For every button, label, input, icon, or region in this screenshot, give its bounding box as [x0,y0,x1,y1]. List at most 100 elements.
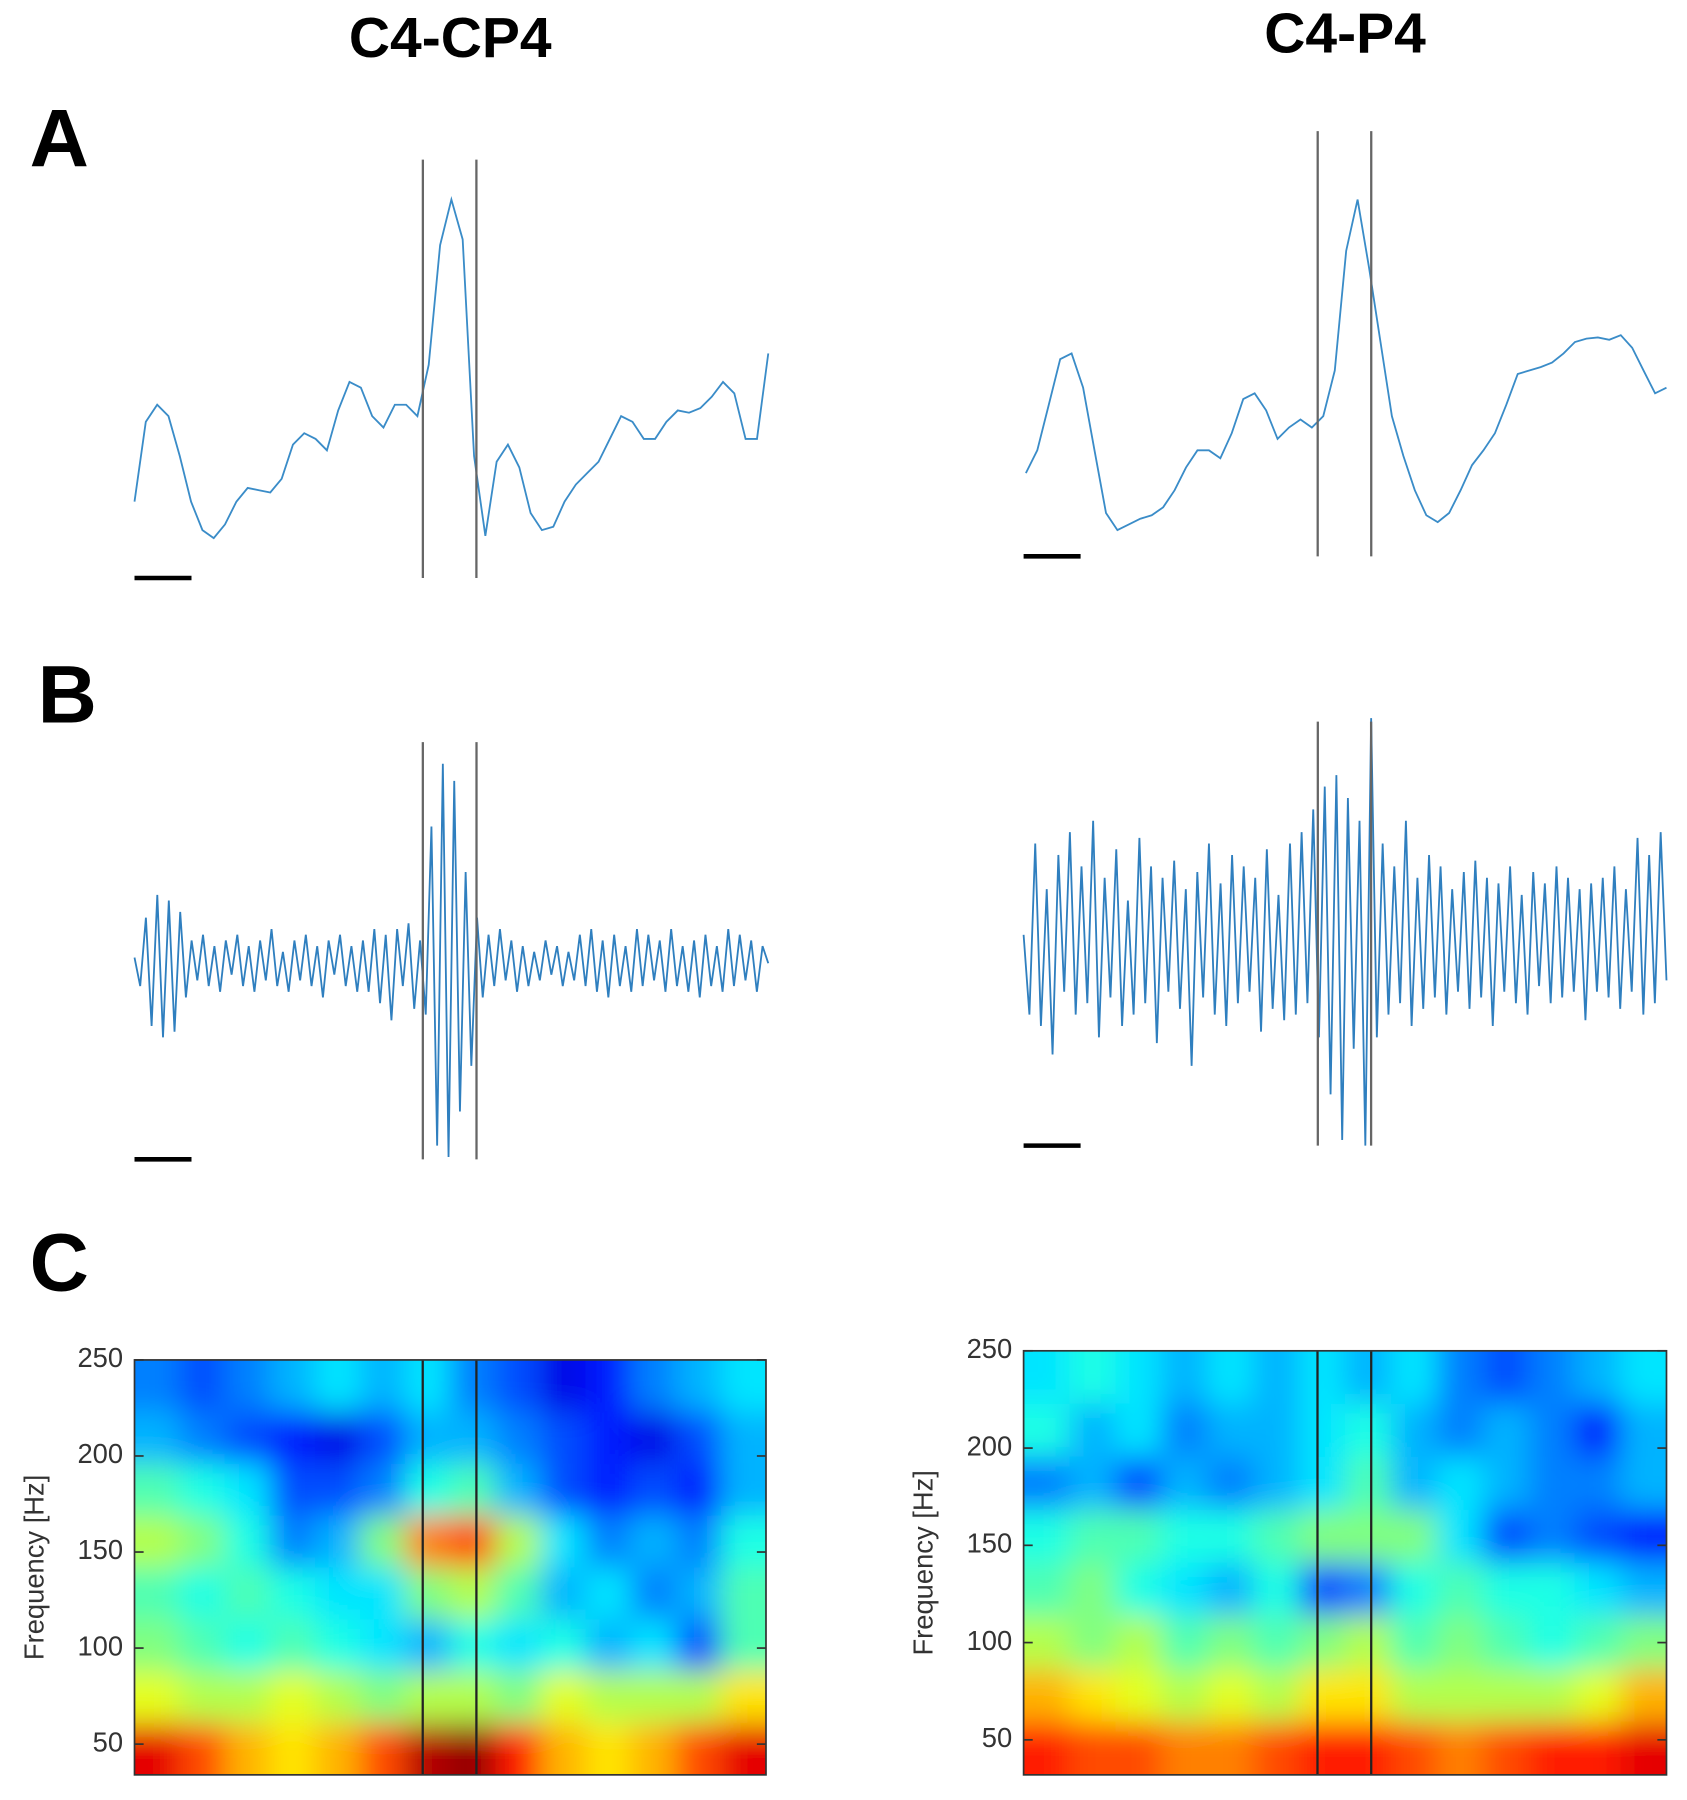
heat-cell [720,1567,766,1620]
heat-cell [675,1567,722,1620]
heat-cell [1482,1456,1530,1511]
y-tick-label: 200 [967,1430,1013,1461]
heat-cell [1161,1721,1208,1775]
heat-cell [1345,1509,1392,1564]
y-tick-label: 250 [967,1333,1013,1364]
heat-cell [269,1722,316,1775]
heat-cell [1023,1456,1071,1511]
heat-cell [1299,1562,1346,1617]
heat-cell [540,1463,587,1517]
heat-cell [450,1411,496,1465]
trace [1025,199,1667,532]
heat-cell [1436,1668,1484,1723]
y-tick-label: 100 [77,1630,123,1661]
heat-cell [585,1359,632,1413]
heat-cell [1620,1668,1667,1723]
heat-cell [1345,1562,1392,1617]
heat-cell [314,1671,361,1724]
heat-cell [495,1463,542,1517]
heat-cell [1115,1668,1162,1723]
heat-cell [495,1359,542,1413]
heat-cell [1482,1509,1530,1564]
heat-cell [1620,1615,1667,1670]
heat-cell [1161,1668,1208,1723]
heat-cell [540,1671,587,1724]
heat-cell [1482,1721,1530,1775]
heat-cell [1436,1615,1484,1670]
heat-cell [450,1463,496,1517]
heat-cell [269,1671,316,1724]
heat-cell [495,1411,542,1465]
heat-cell [1620,1562,1667,1617]
trace [133,763,770,1158]
heat-cell [1574,1562,1622,1617]
heat-cell [1253,1456,1300,1511]
heat-cell [1390,1615,1438,1670]
heat-cell [1482,1562,1530,1617]
heat-cell [675,1411,722,1465]
heat-cell [1620,1350,1667,1405]
heat-cell [360,1619,406,1672]
column-title: C4-CP4 [349,6,552,70]
heat-cell [224,1411,271,1465]
heat-cell [1069,1721,1117,1775]
y-tick-label: 100 [967,1625,1013,1656]
heat-cell [540,1619,587,1672]
heat-cell [1253,1403,1300,1458]
heat-cell [1161,1456,1208,1511]
heat-cell [630,1515,677,1568]
heat-cell [224,1722,271,1775]
heat-cell [224,1359,271,1413]
heat-cell [630,1359,677,1413]
heat-cell [540,1411,587,1465]
heat-cell [1253,1562,1300,1617]
heat-cell [179,1722,226,1775]
heat-cell [134,1359,181,1413]
heat-cell [1528,1615,1576,1670]
heat-cell [540,1722,587,1775]
heat-cell [1115,1350,1162,1405]
heat-cell [1390,1456,1438,1511]
heat-cell [360,1359,406,1413]
heat-cell [1299,1668,1346,1723]
heat-cell [450,1671,496,1724]
heat-cell [179,1463,226,1517]
heat-cell [314,1567,361,1620]
heat-cell [1299,1456,1346,1511]
heat-cell [360,1463,406,1517]
heat-cell [405,1619,451,1672]
heat-cell [585,1722,632,1775]
heat-cell [720,1619,766,1672]
heat-cell [1299,1615,1346,1670]
heatmap-clip [1023,1350,1667,1775]
heat-cell [1115,1615,1162,1670]
y-axis-label: Frequency [Hz] [18,1475,49,1660]
plot-frame [133,1359,767,1776]
heat-cell [134,1515,181,1568]
heat-cell [450,1567,496,1620]
heat-cell [1390,1668,1438,1723]
heat-cell [405,1515,451,1568]
heat-cell [495,1567,542,1620]
heat-cell [1253,1350,1300,1405]
heat-cell [1436,1403,1484,1458]
heat-cell [1620,1721,1667,1775]
heat-cell [314,1619,361,1672]
heat-cell [1390,1403,1438,1458]
heat-cell [405,1411,451,1465]
heat-cell [720,1359,766,1413]
heat-cell [1528,1668,1576,1723]
heat-cell [585,1515,632,1568]
heat-cell [1390,1509,1438,1564]
trace [1022,718,1668,1146]
heat-cell [314,1515,361,1568]
y-tick-label: 200 [77,1438,123,1469]
heat-cell [1253,1668,1300,1723]
heat-cell [1528,1403,1576,1458]
heat-cell [1115,1562,1162,1617]
heat-cell [630,1411,677,1465]
heat-cell [675,1515,722,1568]
heat-cell [224,1515,271,1568]
heat-cell [540,1567,587,1620]
